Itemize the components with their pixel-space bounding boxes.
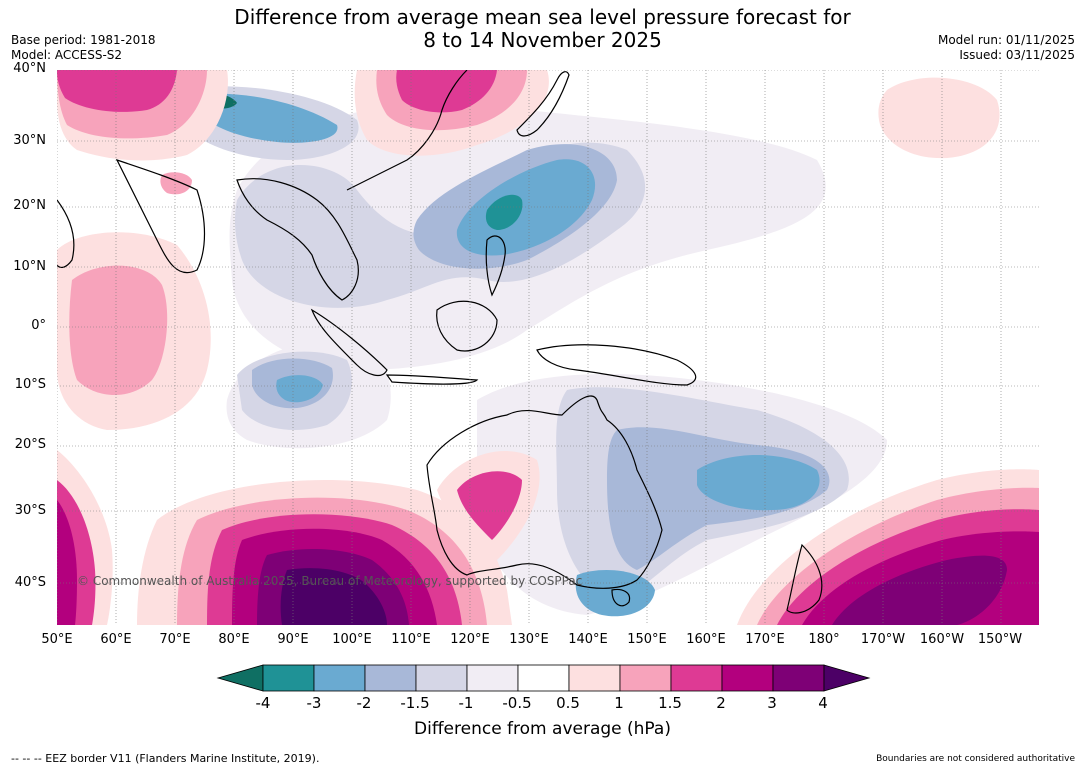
colorbar-label: -3 [306, 694, 322, 712]
colorbar-label: 1 [614, 694, 624, 712]
lon-tick: 130°E [509, 632, 549, 647]
colorbar-segment [670, 664, 723, 692]
colorbar-segment [721, 664, 774, 692]
lat-tick: 30°N [13, 133, 46, 148]
eez-border-note: -- -- -- EEZ border V11 (Flanders Marine… [11, 752, 320, 765]
colorbar-label: -4 [255, 694, 271, 712]
lon-tick: 70°E [159, 632, 191, 647]
lon-tick: 120°E [450, 632, 490, 647]
lon-tick: 80°E [218, 632, 250, 647]
java-coast [385, 374, 479, 385]
graticule [57, 70, 1039, 625]
coastlines [57, 70, 823, 614]
se-asia-coast [236, 178, 359, 301]
india-coast [115, 158, 206, 274]
colorbar-label: 1.5 [658, 694, 682, 712]
contour-pos15-asia [57, 70, 177, 112]
colorbar [216, 664, 871, 692]
contour-pos2-swindian [57, 500, 77, 625]
japan-coast [516, 71, 570, 137]
colorbar-label: -2 [356, 694, 372, 712]
colorbar-label: 0.5 [556, 694, 580, 712]
lat-tick: 20°N [13, 198, 46, 213]
contour-pos05-npacific [878, 77, 1000, 159]
lat-tick: 40°N [13, 61, 46, 76]
colorbar-segment [619, 664, 672, 692]
lon-tick: 160°W [919, 632, 965, 647]
colorbar-segment [364, 664, 417, 692]
sumatra-coast [310, 308, 388, 377]
lon-tick: 90°E [277, 632, 309, 647]
boundaries-disclaimer: Boundaries are not considered authoritat… [876, 754, 1075, 764]
colorbar-title: Difference from average (hPa) [414, 719, 671, 739]
colorbar-label: -1.5 [400, 694, 430, 712]
colorbar-segment [466, 664, 519, 692]
lon-tick: 160°E [686, 632, 726, 647]
pressure-anomaly-map: © Commonwealth of Australia 2025, Bureau… [57, 70, 1039, 625]
contour-neg3-north [485, 194, 523, 230]
lon-tick: 170°W [860, 632, 906, 647]
colorbar-segment [517, 664, 570, 692]
lon-tick: 110°E [391, 632, 431, 647]
colorbar-segment [262, 664, 315, 692]
arabia-coast [57, 199, 75, 268]
lon-tick: 150°E [627, 632, 667, 647]
newzealand-coast [786, 543, 823, 614]
model-name: Model: ACCESS-S2 [11, 48, 123, 62]
newguinea-coast [536, 344, 697, 386]
colorbar-segment [772, 664, 825, 692]
lon-tick: 140°E [568, 632, 608, 647]
lon-tick: 180° [808, 632, 840, 647]
colorbar-segment [568, 664, 621, 692]
lat-tick: 20°S [14, 437, 46, 452]
china-coast [346, 70, 468, 191]
lat-tick: 10°N [13, 259, 46, 274]
colorbar-label: -1 [458, 694, 474, 712]
colorbar-segment [415, 664, 468, 692]
contour-neg2-north [456, 159, 596, 256]
colorbar-label: 2 [716, 694, 726, 712]
colorbar-label: 4 [818, 694, 828, 712]
map-subtitle: 8 to 14 November 2025 [423, 28, 662, 52]
lon-tick: 150°W [977, 632, 1023, 647]
contour-pos15-swaus [457, 471, 522, 540]
contour-neg2-indian [276, 375, 323, 403]
philippines-coast [485, 235, 506, 297]
borneo-coast [436, 300, 498, 352]
contour-pos4-south [280, 568, 387, 625]
lon-tick: 170°E [745, 632, 785, 647]
colorbar-extend-low [216, 664, 264, 692]
lon-tick: 50°E [41, 632, 73, 647]
lon-tick: 60°E [100, 632, 132, 647]
contour-neg2-tasman [697, 455, 820, 511]
lat-tick: 0° [31, 318, 46, 333]
colorbar-label: 3 [767, 694, 777, 712]
colorbar-segment [313, 664, 366, 692]
contour-pos3-spacific [832, 555, 1007, 625]
colorbar-extend-high [823, 664, 871, 692]
copyright-notice: © Commonwealth of Australia 2025, Bureau… [77, 574, 582, 588]
tasmania-coast [611, 588, 631, 607]
lat-tick: 10°S [14, 377, 46, 392]
contour-pos15-japan [396, 70, 497, 113]
lat-tick: 40°S [14, 575, 46, 590]
base-period: Base period: 1981-2018 [11, 33, 156, 47]
colorbar-label: -0.5 [502, 694, 532, 712]
model-run: Model run: 01/11/2025 [937, 33, 1075, 47]
contour-pos1-arabian [69, 265, 168, 395]
lat-tick: 30°S [14, 503, 46, 518]
map-title: Difference from average mean sea level p… [234, 5, 851, 29]
issued-date: Issued: 03/11/2025 [959, 48, 1075, 62]
lon-tick: 100°E [332, 632, 372, 647]
australia-coast [426, 395, 663, 589]
